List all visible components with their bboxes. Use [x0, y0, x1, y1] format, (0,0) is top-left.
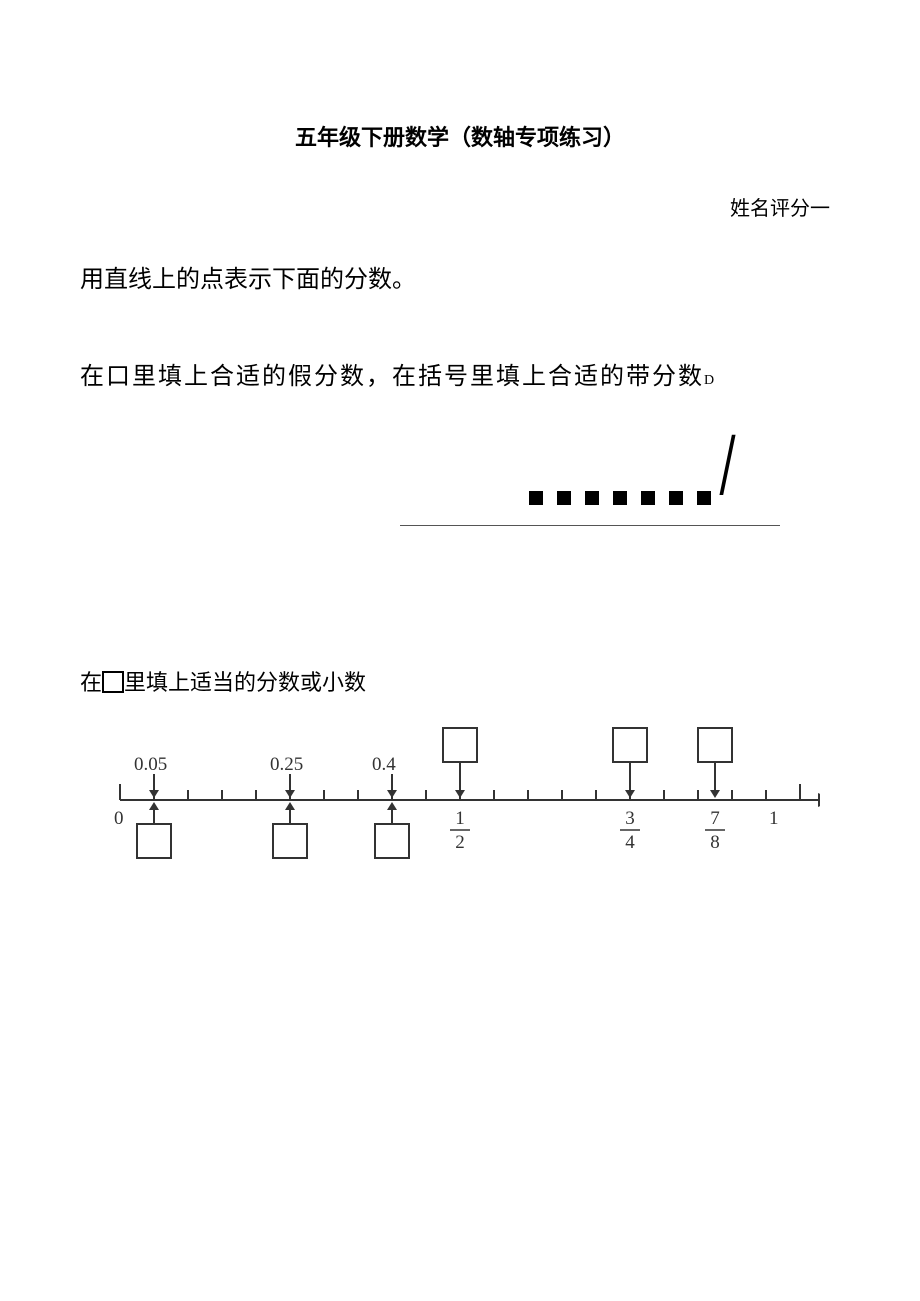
svg-text:7: 7 [710, 808, 720, 829]
question-3-before: 在 [80, 670, 102, 695]
dots-slash: / [529, 425, 740, 505]
placeholder-underline [400, 525, 780, 526]
svg-text:3: 3 [625, 808, 635, 829]
svg-text:1: 1 [455, 808, 465, 829]
svg-text:0.4: 0.4 [372, 754, 396, 775]
placeholder-graphic: / [80, 425, 840, 545]
fill-box-icon [102, 671, 124, 693]
name-score-label: 姓名评分一 [80, 192, 840, 221]
question-2-sub: D [704, 373, 716, 388]
number-line-diagram: 0 1 0.05 0.25 0.4 1 2 3 4 7 8 [80, 705, 820, 885]
svg-text:4: 4 [625, 832, 635, 853]
svg-text:1: 1 [769, 808, 779, 829]
question-2-text: 在口里填上合适的假分数，在括号里填上合适的带分数 [80, 364, 704, 390]
svg-text:0: 0 [114, 808, 124, 829]
question-3: 在里填上适当的分数或小数 [80, 665, 840, 697]
svg-text:0.05: 0.05 [134, 754, 167, 775]
question-1: 用直线上的点表示下面的分数。 [80, 261, 840, 299]
worksheet-title: 五年级下册数学（数轴专项练习） [80, 120, 840, 152]
question-2: 在口里填上合适的假分数，在括号里填上合适的带分数D [80, 359, 840, 395]
question-3-after: 里填上适当的分数或小数 [124, 670, 366, 695]
svg-text:2: 2 [455, 832, 465, 853]
svg-text:8: 8 [710, 832, 720, 853]
svg-text:0.25: 0.25 [270, 754, 303, 775]
